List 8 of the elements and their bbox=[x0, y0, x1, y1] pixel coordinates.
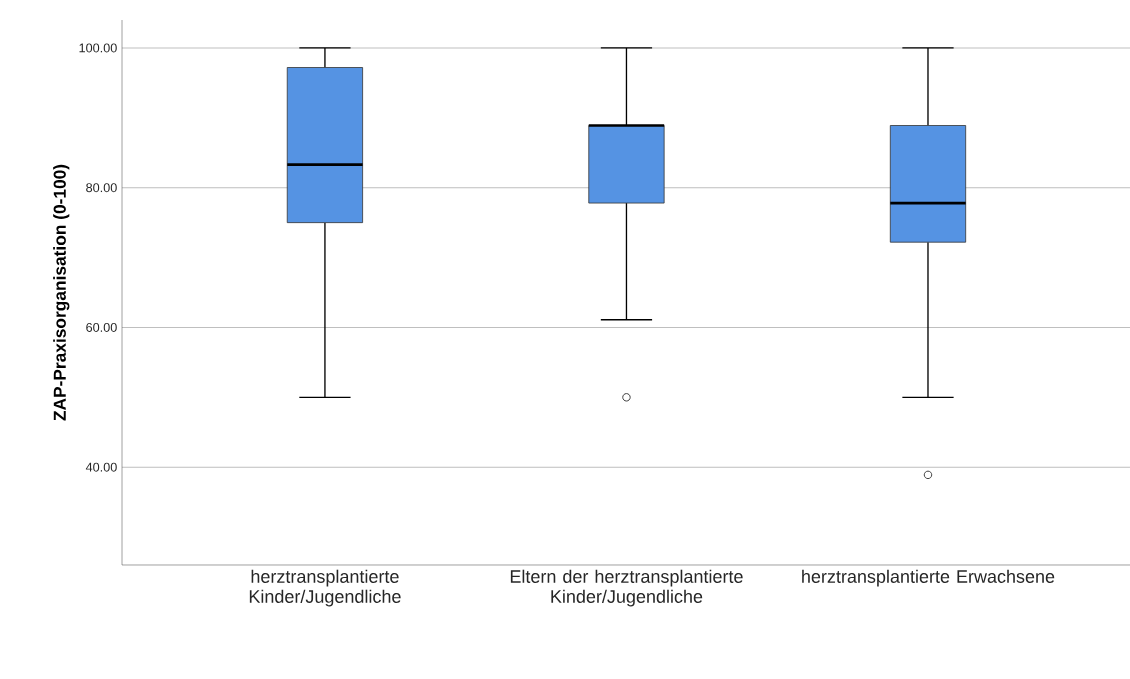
y-tick-label: 40.00 bbox=[85, 462, 117, 472]
x-tick-label: herztransplantierte Erwachsene bbox=[802, 569, 1055, 587]
x-tick-label: herztransplantierte Kinder/Jugendliche bbox=[249, 569, 401, 607]
y-axis-title: ZAP-Praxisorganisation (0-100) bbox=[53, 164, 70, 421]
x-tick-label: Eltern der herztransplantierte Kinder/Jugendliche bbox=[510, 569, 743, 607]
y-tick-label: 100.00 bbox=[79, 43, 117, 53]
y-tick-label: 60.00 bbox=[86, 322, 117, 332]
y-tick-label: 80.00 bbox=[86, 183, 117, 193]
